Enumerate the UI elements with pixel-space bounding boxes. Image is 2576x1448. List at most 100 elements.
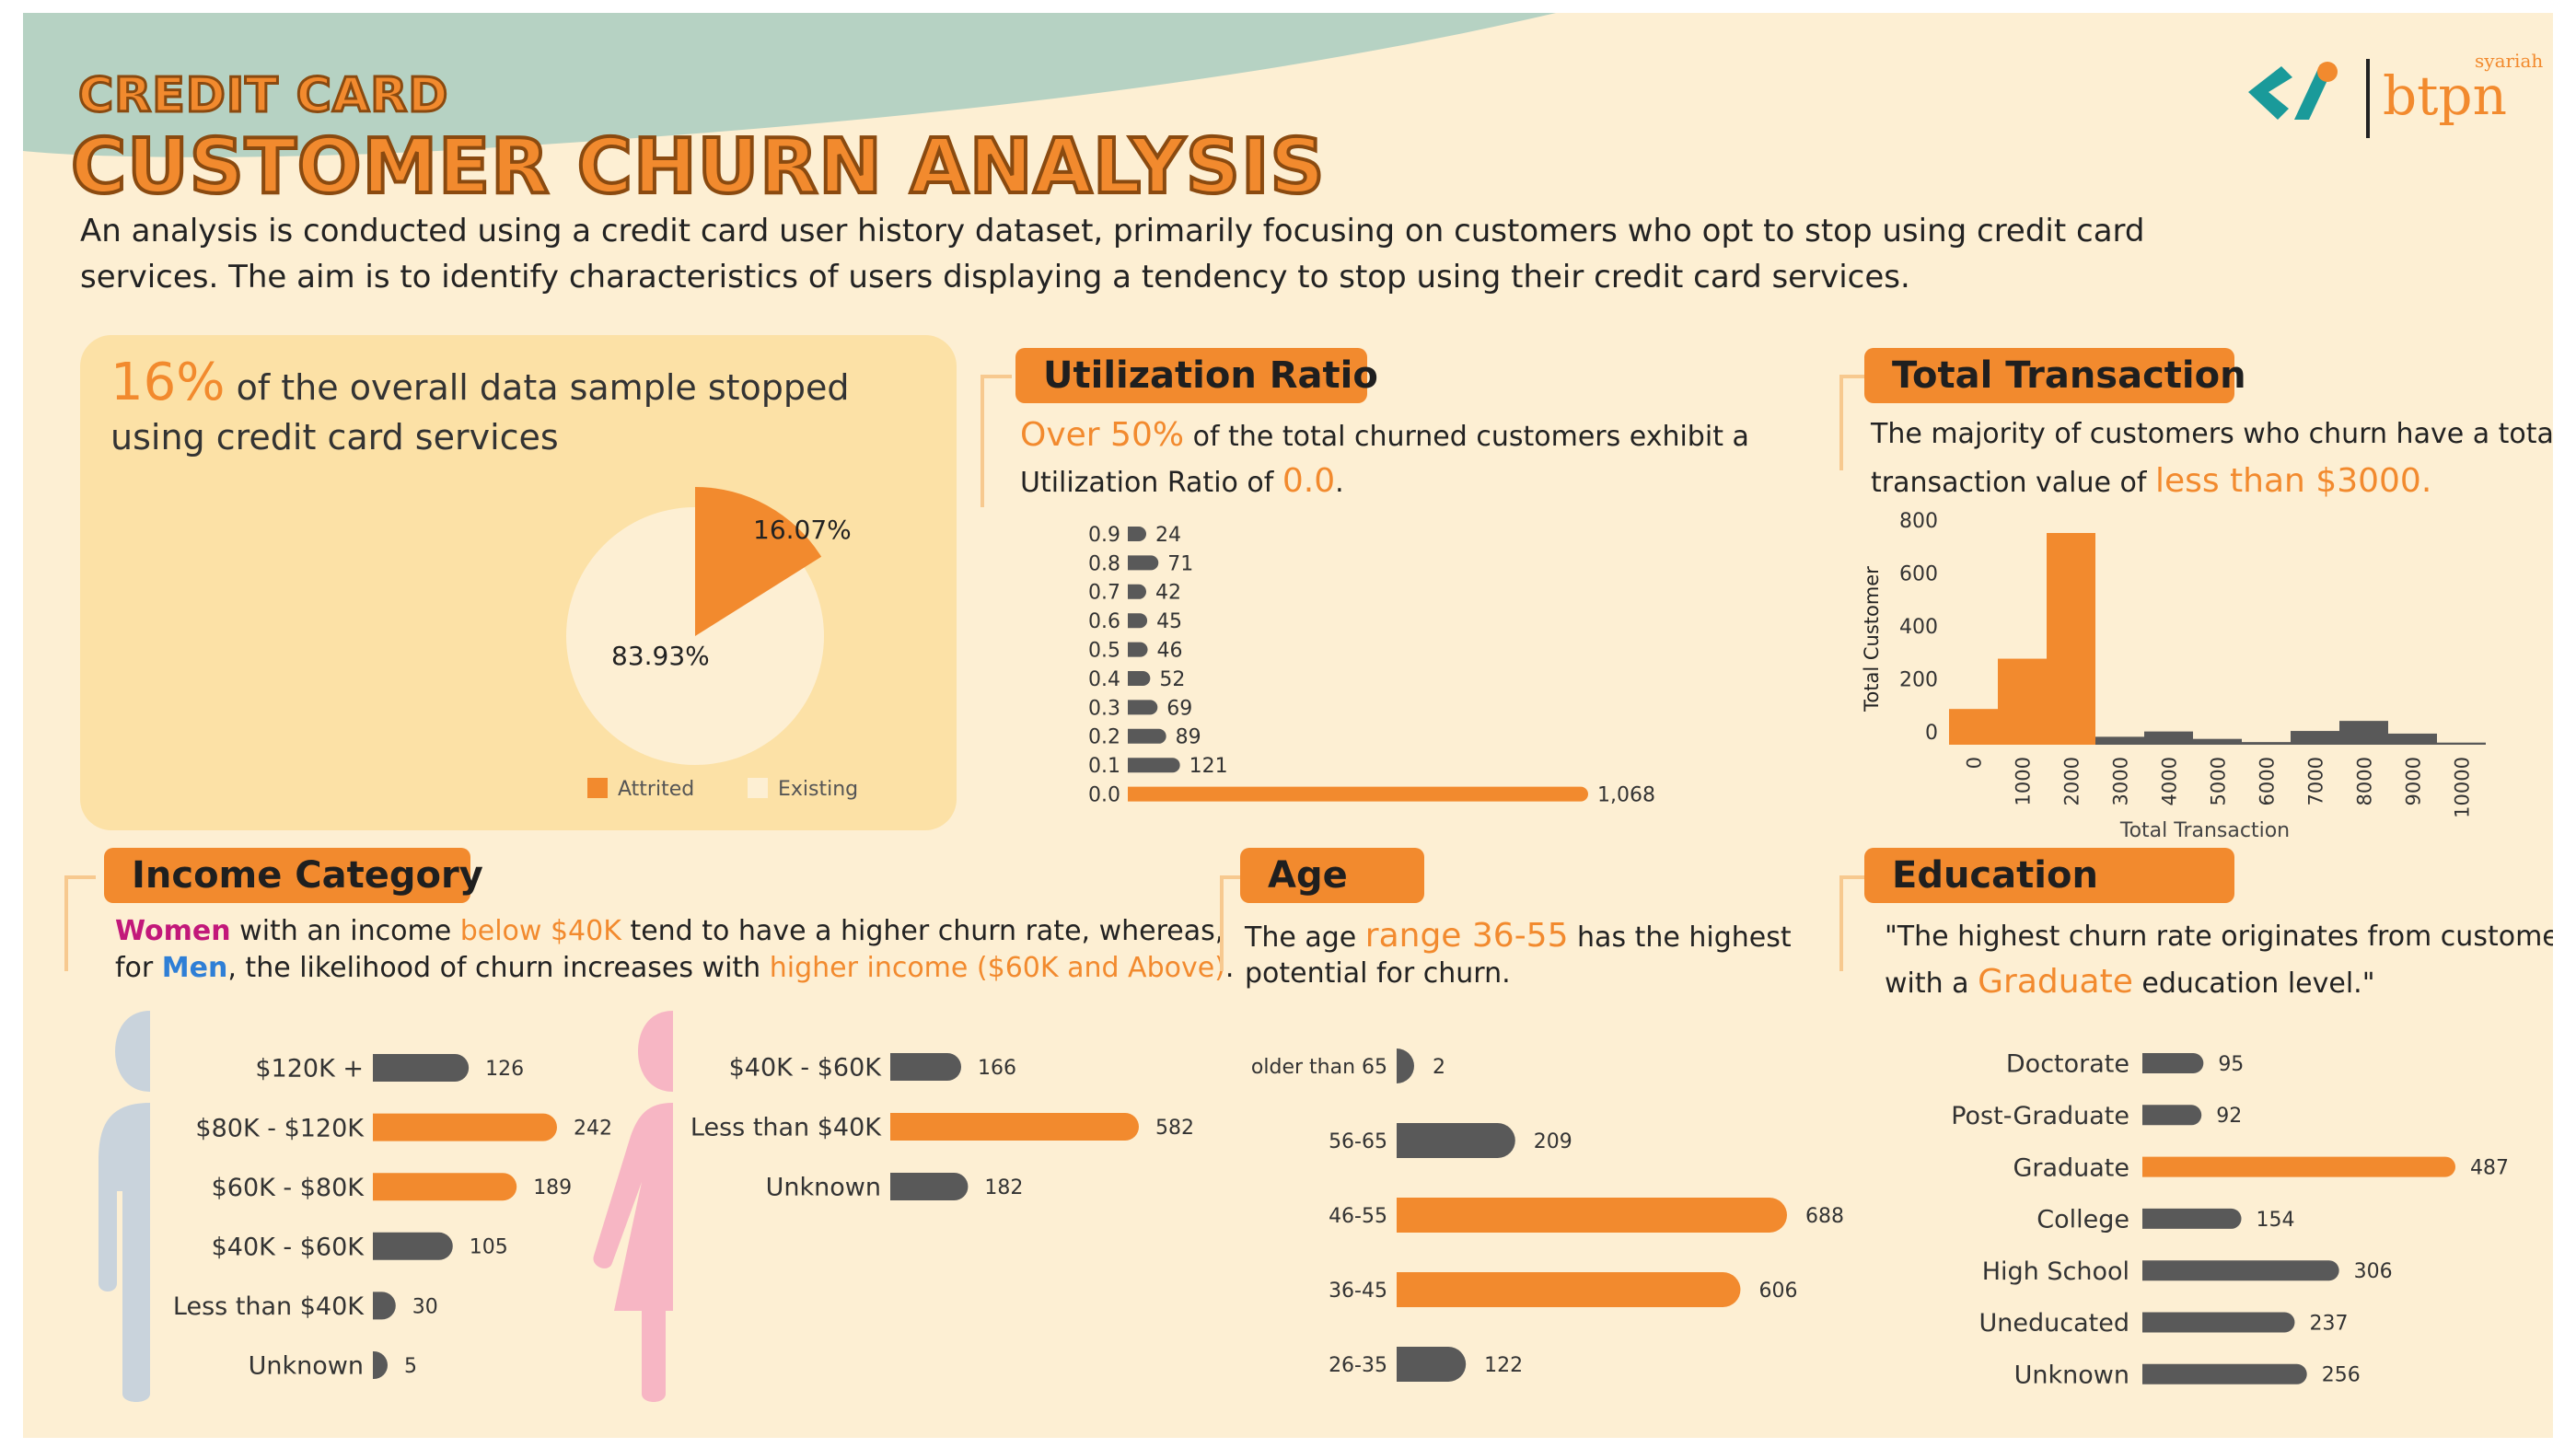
category-label-high-school: High School [1982,1257,2129,1286]
income-women-chart: $40K - $60K 166 Less than $40K 582 Unknown 18… [690,1053,1194,1202]
category-label-56-65: 56-65 [1329,1130,1387,1153]
category-label-doctorate: Doctorate [2006,1050,2129,1079]
bar-40k-60k [890,1053,962,1081]
x-axis-label: Total Transaction [2119,819,2290,842]
bar-uneducated [2142,1312,2295,1333]
bar-high-school [2142,1260,2339,1281]
value-label-0-1: 121 [1189,755,1228,778]
bar-less-than-40k [373,1292,396,1320]
legend-swatch-attrited [587,778,608,798]
y-tick-200: 200 [1899,669,1938,692]
hist-bar-7000 [2291,731,2339,745]
bar-0-6 [1128,613,1148,629]
bar-40k-60k [373,1232,453,1260]
utilization-desc-line2: Utilization Ratio of 0.0. [1020,462,1344,500]
category-label-0-6: 0.6 [1088,610,1120,633]
category-label-80k-120k: $80K - $120K [195,1114,365,1142]
value-label-older-than-65: 2 [1433,1056,1445,1079]
bar-120k [373,1054,470,1082]
hist-bar-1000 [1998,658,2047,745]
age-desc-line2: potential for churn. [1245,957,1511,990]
value-label-post-graduate: 92 [2216,1105,2242,1128]
hist-bar-5000 [2193,738,2242,745]
bar-0-7 [1128,584,1146,599]
value-label-unknown: 256 [2322,1364,2361,1387]
bar-doctorate [2142,1053,2204,1073]
y-tick-600: 600 [1899,563,1938,586]
value-label-unknown: 182 [984,1176,1023,1199]
value-label-graduate: 487 [2470,1157,2509,1180]
x-tick-6000: 6000 [2257,757,2279,805]
category-label-college: College [2036,1206,2129,1234]
bar-0-4 [1128,671,1151,686]
category-label-36-45: 36-45 [1329,1280,1387,1303]
x-tick-1000: 1000 [2013,757,2035,805]
y-axis-label: Total Customer [1861,566,1883,712]
title-line1: CREDIT CARD [76,67,449,125]
bar-60k-80k [373,1173,517,1201]
value-label-0-2: 89 [1176,726,1201,749]
utilization-bracket [981,375,1012,507]
x-tick-2000: 2000 [2061,757,2083,805]
utilization-desc-line1: Over 50% of the total churned customers … [1020,416,1749,454]
y-tick-400: 400 [1899,616,1938,639]
age-title: Age [1240,848,1424,903]
x-tick-5000: 5000 [2208,757,2230,805]
value-label-uneducated: 237 [2309,1312,2348,1335]
value-label-less-than-40k: 30 [412,1295,438,1318]
hist-bar-6000 [2242,742,2291,745]
transaction-desc-line1: The majority of customers who churn have… [1871,418,2553,450]
transaction-bracket [1839,375,1871,470]
category-label-0-8: 0.8 [1088,552,1120,575]
bar-0-5 [1128,642,1148,657]
bar-post-graduate [2142,1105,2202,1126]
value-label-0-0: 1,068 [1597,784,1655,807]
bar-graduate [2142,1156,2455,1177]
x-tick-9000: 9000 [2403,757,2425,805]
value-label-0-9: 24 [1155,524,1181,547]
value-label-doctorate: 95 [2218,1053,2244,1076]
category-label-40k-60k: $40K - $60K [212,1234,366,1262]
bar-unknown [890,1173,969,1200]
value-label-36-45: 606 [1758,1280,1797,1303]
x-tick-10000: 10000 [2452,757,2474,818]
bar-college [2142,1208,2242,1229]
category-label-uneducated: Uneducated [1979,1309,2129,1338]
value-label-120k: 126 [485,1058,524,1081]
x-tick-0: 0 [1964,757,1986,769]
value-label-26-35: 122 [1484,1354,1523,1377]
logo-sub-text: syariah [2475,50,2544,72]
category-label-less-than-40k: Less than $40K [690,1114,882,1142]
utilization-chart: 0.9 24 0.8 71 0.7 42 0.6 45 0.5 46 0.4 52 0.3 69 0.2 89… [1088,524,1655,807]
category-label-0-5: 0.5 [1088,640,1120,663]
bar-0-9 [1128,527,1146,541]
category-label-26-35: 26-35 [1329,1354,1387,1377]
education-chart: Doctorate 95 Post-Graduate 92 Graduate 487 Col… [1951,1050,2509,1390]
bar-0-1 [1128,758,1180,773]
headline-text: of the overall data sample stopped using… [110,367,850,458]
value-label-40k-60k: 105 [470,1236,508,1259]
income-men-chart: $120K + 126 $80K - $120K 242 $60K - $80K 189 $… [173,1054,612,1381]
income-bracket [64,875,96,971]
value-label-56-65: 209 [1534,1130,1572,1153]
pie-label-attrited: 16.07% [753,515,852,545]
value-label-0-7: 42 [1155,582,1181,605]
education-desc-line1: "The highest churn rate originates from … [1885,921,2553,953]
category-label-120k: $120K + [255,1055,364,1083]
hist-bar-4000 [2144,731,2193,745]
bar-46-55 [1397,1198,1787,1233]
income-desc-line1: Women with an income below $40K tend to … [115,915,1224,947]
age-chart: older than 65 2 56-65 209 46-55 688 36-45 606 26… [1251,1048,1844,1382]
hist-bar-2000 [2047,533,2095,745]
churn-pie-chart: 16.07% 83.93% Attrited Existing [566,487,858,801]
transaction-desc-line2: transaction value of less than $3000. [1871,462,2432,500]
logo-brand-text: btpn [2383,64,2507,127]
category-label-0-4: 0.4 [1088,668,1120,691]
pie-label-existing: 83.93% [611,641,710,671]
bar-unknown [2142,1363,2307,1384]
category-label-less-than-40k: Less than $40K [173,1292,365,1321]
overview-headline: 16% of the overall data sample stopped u… [110,357,902,462]
value-label-80k-120k: 242 [574,1118,612,1141]
education-desc-line2: with a Graduate education level." [1885,963,2375,1001]
y-tick-0: 0 [1925,722,1938,745]
